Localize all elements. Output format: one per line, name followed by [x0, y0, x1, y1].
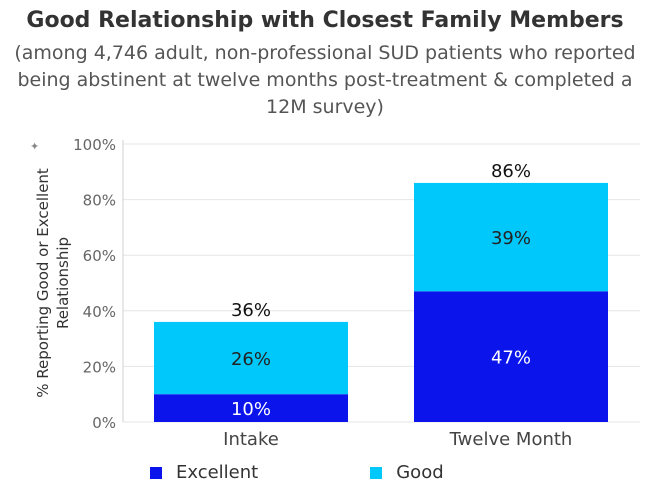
y-tick-label: 40%	[83, 303, 116, 321]
y-axis-label-line: % Reporting Good or Excellent	[34, 168, 52, 398]
y-tick-label: 0%	[92, 414, 116, 432]
total-label: 86%	[491, 161, 531, 182]
y-tick-label: 60%	[83, 247, 116, 265]
legend-swatch-good	[370, 466, 383, 479]
legend-swatch-excellent	[150, 466, 162, 479]
data-label: 47%	[491, 348, 531, 369]
legend-label-good: Good	[396, 462, 444, 483]
bar-segment-good[interactable]	[414, 182, 608, 292]
legend-label-excellent: Excellent	[176, 462, 259, 483]
y-tick-label: 20%	[83, 358, 116, 376]
y-axis-label-line: Relationship	[54, 237, 72, 329]
x-tick-label: Twelve Month	[449, 429, 573, 450]
y-tick-label: 80%	[83, 192, 116, 210]
subtitle-line: being abstinent at twelve months post-tr…	[17, 69, 633, 91]
total-label: 36%	[231, 300, 271, 321]
bar-segment-excellent[interactable]	[414, 291, 608, 422]
data-label: 10%	[231, 399, 271, 420]
data-label: 39%	[491, 228, 531, 249]
subtitle-line: (among 4,746 adult, non-professional SUD…	[14, 42, 636, 64]
chart-title: Good Relationship with Closest Family Me…	[26, 8, 624, 33]
subtitle-line: 12M survey)	[266, 96, 384, 118]
legend: Excellent Good	[150, 462, 444, 483]
legend-item-good[interactable]: Good	[370, 462, 444, 483]
pin-icon[interactable]: ✦	[30, 140, 40, 153]
legend-item-excellent[interactable]: Excellent	[150, 462, 258, 483]
y-tick-label: 100%	[73, 136, 116, 154]
chart-subtitle: (among 4,746 adult, non-professional SUD…	[0, 40, 650, 121]
x-tick-label: Intake	[223, 429, 279, 450]
y-axis-label: % Reporting Good or Excellent Relationshi…	[34, 168, 72, 398]
data-label: 26%	[231, 349, 271, 370]
bar-segment-excellent[interactable]	[154, 394, 348, 422]
bar-segment-good[interactable]	[154, 321, 348, 395]
